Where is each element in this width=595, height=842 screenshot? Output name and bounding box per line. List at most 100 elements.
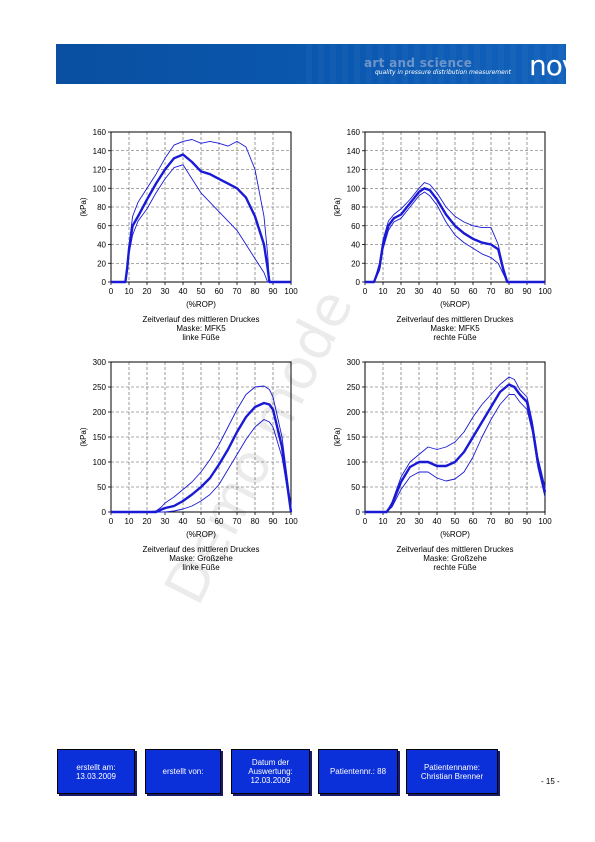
x-tick-label: 80 xyxy=(505,517,514,526)
analysis-date-label-2: Auswertung: xyxy=(248,767,293,776)
x-tick-label: 70 xyxy=(233,287,242,296)
footer-created-by: erstellt von: xyxy=(145,749,221,794)
created-by-label: erstellt von: xyxy=(162,767,204,776)
x-tick-label: 30 xyxy=(415,287,424,296)
x-tick-label: 10 xyxy=(125,287,134,296)
y-tick-label: 60 xyxy=(97,222,106,231)
footer-analysis-date: Datum der Auswertung: 12.03.2009 xyxy=(231,749,310,794)
series-line-mean xyxy=(111,401,293,514)
y-tick-label: 60 xyxy=(351,222,360,231)
chart-caption-line: Maske: MFK5 xyxy=(430,324,480,333)
x-tick-label: 30 xyxy=(415,517,424,526)
y-tick-label: 120 xyxy=(347,166,361,175)
y-axis-label: (kPa) xyxy=(79,427,88,446)
y-tick-label: 100 xyxy=(93,184,107,193)
y-tick-label: 300 xyxy=(93,358,107,367)
chart-caption-line: Maske: MFK5 xyxy=(176,324,226,333)
chart-svg: 0 10 20 30 40 50 60 70 80 90 100 0 20 40 60 80 100 120 140… xyxy=(79,128,298,342)
x-tick-label: 50 xyxy=(197,517,206,526)
x-tick-label: 60 xyxy=(469,517,478,526)
footer-patient-name: Patientenname: Christian Brenner xyxy=(406,749,498,794)
x-tick-label: 40 xyxy=(433,517,442,526)
chart-caption-line: rechte Füße xyxy=(433,563,477,572)
chart-svg: 0 10 20 30 40 50 60 70 80 90 100 0 50 100 150 200 250 300… xyxy=(79,358,298,572)
x-tick-label: 60 xyxy=(215,287,224,296)
x-tick-label: 0 xyxy=(109,287,114,296)
chart-caption-line: Zeitverlauf des mittleren Druckes xyxy=(397,545,514,554)
patient-number: Patientennr.: 88 xyxy=(329,767,387,776)
x-tick-label: 100 xyxy=(284,517,298,526)
y-tick-label: 100 xyxy=(93,458,107,467)
x-axis-label: (%ROP) xyxy=(186,530,216,539)
x-tick-label: 20 xyxy=(397,287,406,296)
created-on-value: 13.03.2009 xyxy=(75,771,117,781)
chart-caption-line: Maske: Großzehe xyxy=(423,554,487,563)
x-tick-label: 40 xyxy=(179,287,188,296)
chart-svg: 0 10 20 30 40 50 60 70 80 90 100 0 20 40 60 80 100 120 140… xyxy=(333,128,552,342)
chart-grosszehe-left: 0 10 20 30 40 50 60 70 80 90 100 0 50 100 150 200 250 300… xyxy=(56,350,306,580)
chart-caption-line: Maske: Großzehe xyxy=(169,554,233,563)
y-tick-label: 80 xyxy=(97,203,106,212)
x-tick-label: 70 xyxy=(487,517,496,526)
chart-caption-line: Zeitverlauf des mittleren Druckes xyxy=(143,315,260,324)
chart-caption-line: rechte Füße xyxy=(433,333,477,342)
page-number: - 15 - xyxy=(541,777,560,786)
x-tick-label: 50 xyxy=(197,287,206,296)
y-tick-label: 150 xyxy=(347,433,361,442)
x-tick-label: 80 xyxy=(251,287,260,296)
x-tick-label: 70 xyxy=(233,517,242,526)
x-tick-label: 90 xyxy=(523,287,532,296)
y-tick-label: 40 xyxy=(97,241,106,250)
x-tick-label: 20 xyxy=(143,287,152,296)
y-tick-label: 300 xyxy=(347,358,361,367)
x-axis-label: (%ROP) xyxy=(186,300,216,309)
header-banner: art and science quality in pressure dist… xyxy=(56,44,566,84)
x-tick-label: 30 xyxy=(161,287,170,296)
x-tick-label: 50 xyxy=(451,517,460,526)
y-tick-label: 0 xyxy=(356,278,361,287)
x-tick-label: 10 xyxy=(379,287,388,296)
x-tick-label: 100 xyxy=(284,287,298,296)
series-line-lower xyxy=(111,164,291,283)
y-tick-label: 0 xyxy=(356,508,361,517)
analysis-date-value: 12.03.2009 xyxy=(250,776,291,785)
series-line-mean xyxy=(111,153,291,284)
x-axis-label: (%ROP) xyxy=(440,530,470,539)
series-line-lower xyxy=(365,191,545,283)
y-tick-label: 50 xyxy=(97,483,106,492)
y-tick-label: 50 xyxy=(351,483,360,492)
x-tick-label: 90 xyxy=(523,517,532,526)
footer-created-on: erstellt am: 13.03.2009 xyxy=(57,749,135,794)
series-line-upper xyxy=(111,139,291,283)
y-tick-label: 40 xyxy=(351,241,360,250)
y-tick-label: 0 xyxy=(102,278,107,287)
y-tick-label: 250 xyxy=(347,383,361,392)
x-tick-label: 80 xyxy=(251,517,260,526)
chart-caption-line: linke Füße xyxy=(182,563,220,572)
chart-mfk5-right: 0 10 20 30 40 50 60 70 80 90 100 0 20 40 60 80 100 120 140… xyxy=(310,120,560,350)
x-tick-label: 20 xyxy=(397,517,406,526)
y-tick-label: 140 xyxy=(93,147,107,156)
series-line-lower xyxy=(365,394,546,513)
y-axis-label: (kPa) xyxy=(79,197,88,216)
chart-grosszehe-right: 0 10 20 30 40 50 60 70 80 90 100 0 50 100 150 200 250 300… xyxy=(310,350,560,580)
y-tick-label: 100 xyxy=(347,458,361,467)
x-tick-label: 0 xyxy=(109,517,114,526)
y-tick-label: 120 xyxy=(93,166,107,175)
x-tick-label: 30 xyxy=(161,517,170,526)
x-tick-label: 80 xyxy=(505,287,514,296)
x-tick-label: 0 xyxy=(363,287,368,296)
x-tick-label: 50 xyxy=(451,287,460,296)
x-tick-label: 60 xyxy=(469,287,478,296)
x-tick-label: 40 xyxy=(433,287,442,296)
y-tick-label: 250 xyxy=(93,383,107,392)
series-line-upper xyxy=(111,385,292,513)
y-tick-label: 20 xyxy=(97,259,106,268)
y-tick-label: 160 xyxy=(93,128,107,137)
y-tick-label: 20 xyxy=(351,259,360,268)
chart-caption-line: Zeitverlauf des mittleren Druckes xyxy=(143,545,260,554)
x-tick-label: 100 xyxy=(538,517,552,526)
tagline-title: art and science xyxy=(364,56,473,70)
y-tick-label: 140 xyxy=(347,147,361,156)
